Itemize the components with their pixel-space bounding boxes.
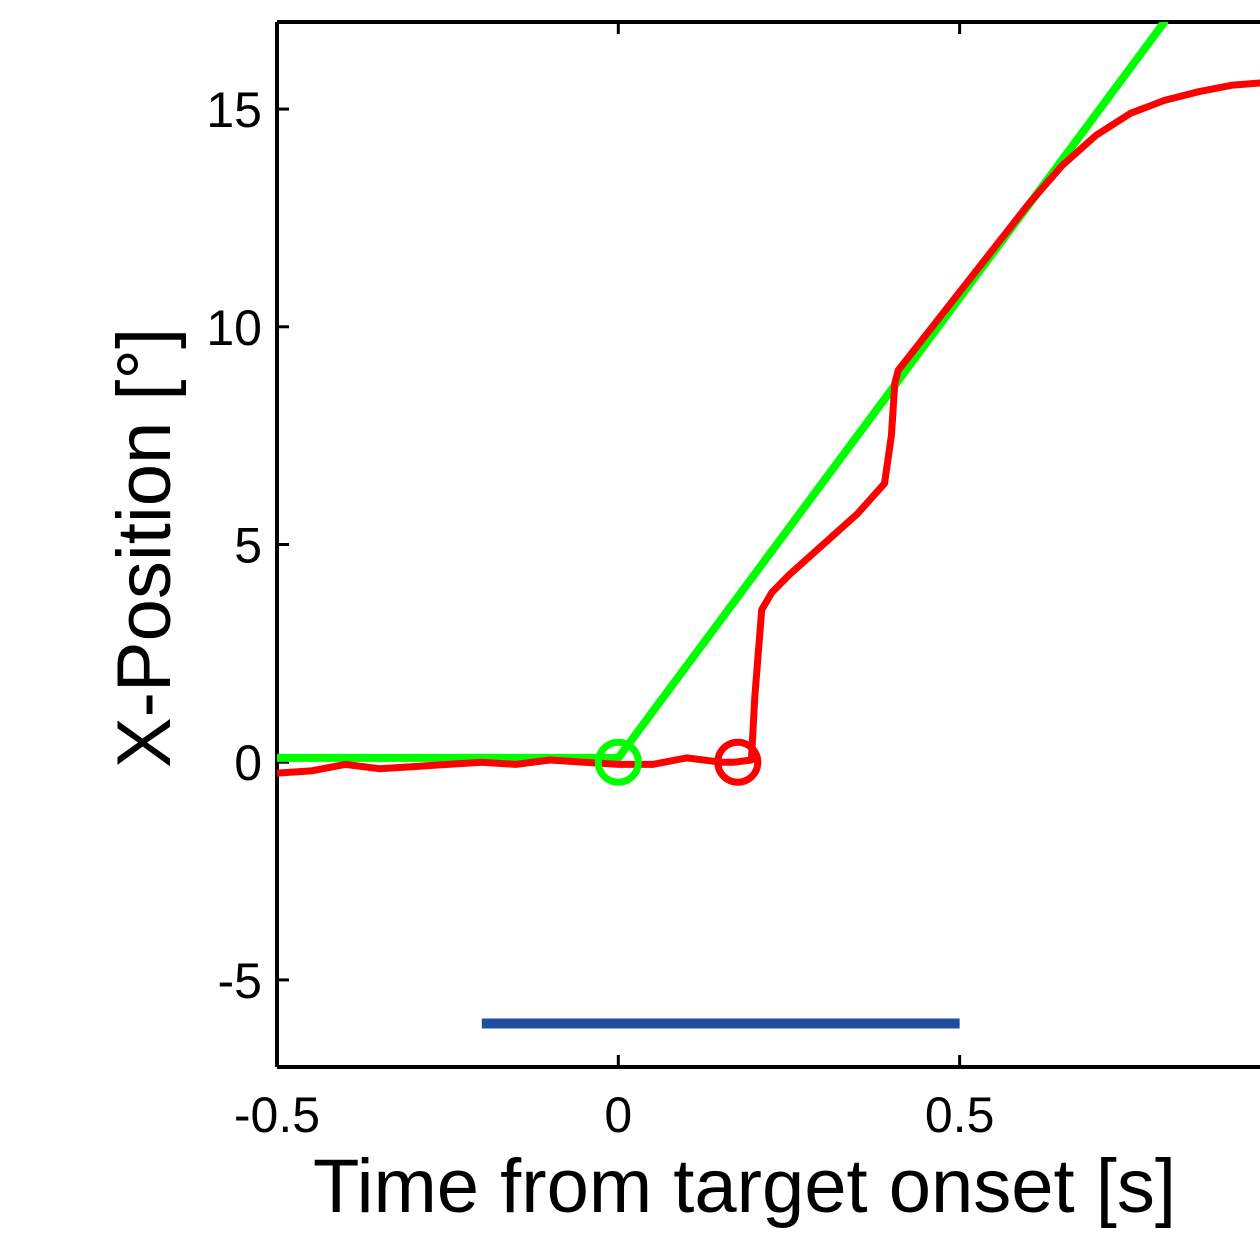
y-axis-label: X-Position [°] [102,328,187,768]
y-tick-label: 10 [206,300,262,356]
x-tick-label: 0.5 [925,1087,995,1143]
target-series-line [277,22,1169,762]
x-tick-label: 0 [604,1087,632,1143]
y-tick-label: 15 [206,82,262,138]
series-layer [277,22,1260,777]
marker-layer [481,738,960,1029]
tick-labels: -0.5 0 0.5 -5 0 5 10 15 [206,82,994,1143]
eye-series-line [277,79,1260,777]
x-tick-label: -0.5 [234,1087,320,1143]
y-tick-label: -5 [218,953,262,1009]
y-tick-label: 0 [234,735,262,791]
y-tick-label: 5 [234,518,262,574]
x-axis-label: Time from target onset [s] [313,1144,1176,1229]
saccade-onset-marker [714,738,762,786]
target-onset-marker [594,738,642,786]
axes [275,20,1260,1069]
